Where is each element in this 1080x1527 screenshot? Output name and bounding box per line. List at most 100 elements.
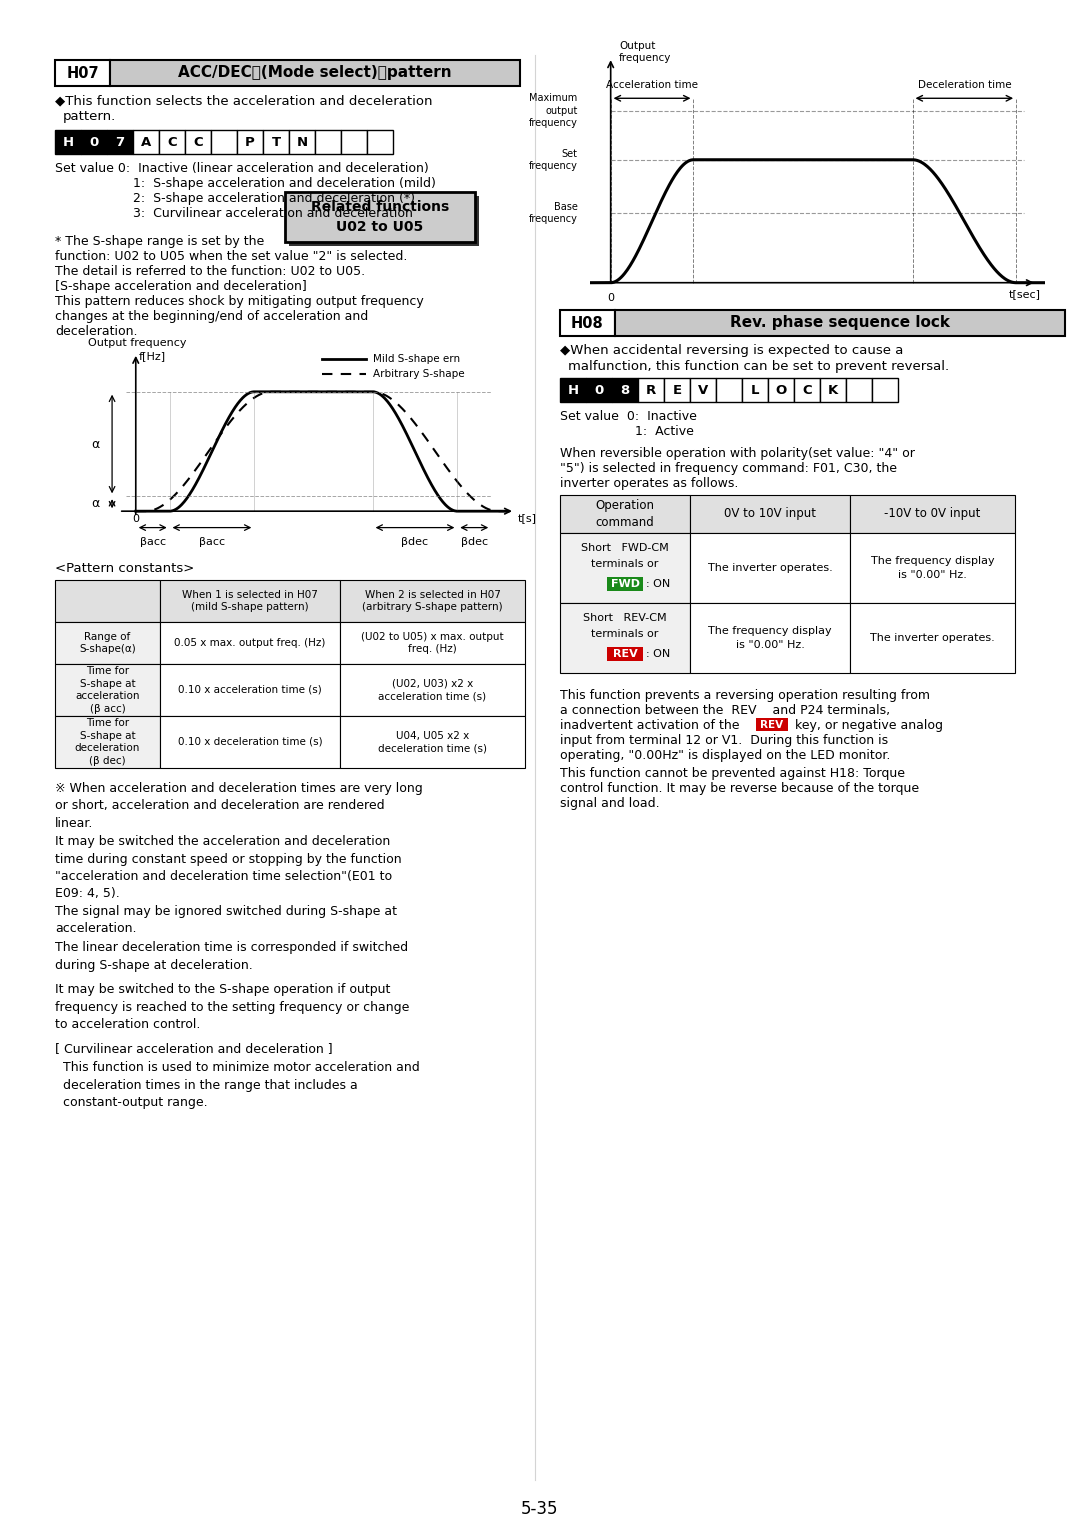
Bar: [315, 130, 341, 154]
Text: Set value  0:  Inactive: Set value 0: Inactive: [561, 411, 697, 423]
Bar: [561, 603, 690, 673]
Bar: [264, 130, 289, 154]
Bar: [607, 647, 643, 661]
Text: Short   REV-CM: Short REV-CM: [583, 612, 666, 623]
Text: Output
frequency: Output frequency: [619, 41, 672, 63]
Bar: [794, 379, 820, 402]
Text: Range of
S-shape(α): Range of S-shape(α): [79, 632, 136, 654]
Text: A: A: [140, 136, 151, 148]
Bar: [561, 495, 690, 533]
Text: The inverter operates.: The inverter operates.: [707, 563, 833, 573]
Bar: [81, 130, 107, 154]
Text: control function. It may be reverse because of the torque: control function. It may be reverse beca…: [561, 782, 919, 796]
Text: H: H: [567, 383, 579, 397]
Text: 0.10 x acceleration time (s): 0.10 x acceleration time (s): [178, 686, 322, 695]
Text: : ON: : ON: [646, 579, 671, 589]
Bar: [160, 580, 340, 621]
Text: pattern.: pattern.: [63, 110, 117, 124]
Bar: [690, 603, 850, 673]
Text: Set value 0:  Inactive (linear acceleration and deceleration): Set value 0: Inactive (linear accelerati…: [55, 162, 429, 176]
Bar: [289, 195, 480, 246]
Text: 0V to 10V input: 0V to 10V input: [724, 507, 816, 521]
Bar: [185, 130, 211, 154]
Bar: [768, 379, 794, 402]
Bar: [211, 130, 237, 154]
Text: O: O: [775, 383, 786, 397]
Text: ◆When accidental reversing is expected to cause a: ◆When accidental reversing is expected t…: [561, 344, 903, 357]
Text: malfunction, this function can be set to prevent reversal.: malfunction, this function can be set to…: [568, 360, 949, 373]
Text: E: E: [673, 383, 681, 397]
Text: 1:  S-shape acceleration and deceleration (mild): 1: S-shape acceleration and deceleration…: [133, 177, 436, 189]
Text: 0: 0: [607, 293, 615, 302]
Bar: [285, 192, 475, 241]
Text: inverter operates as follows.: inverter operates as follows.: [561, 476, 739, 490]
Text: The frequency display
is "0.00" Hz.: The frequency display is "0.00" Hz.: [708, 626, 832, 649]
Text: This function is used to minimize motor acceleration and
  deceleration times in: This function is used to minimize motor …: [55, 1061, 420, 1109]
Text: It may be switched to the S-shape operation if output
frequency is reached to th: It may be switched to the S-shape operat…: [55, 983, 409, 1031]
Bar: [716, 379, 742, 402]
Text: input from terminal 12 or V1.  During this function is: input from terminal 12 or V1. During thi…: [561, 734, 888, 747]
Text: 3:  Curvilinear acceleration and deceleration: 3: Curvilinear acceleration and decelera…: [133, 208, 413, 220]
Bar: [612, 379, 638, 402]
Text: When 2 is selected in H07
(arbitrary S-shape pattern): When 2 is selected in H07 (arbitrary S-s…: [362, 589, 503, 612]
Bar: [110, 60, 519, 86]
Text: This pattern reduces shock by mitigating output frequency: This pattern reduces shock by mitigating…: [55, 295, 423, 308]
Text: * The S-shape range is set by the: * The S-shape range is set by the: [55, 235, 265, 247]
Text: α: α: [91, 498, 99, 510]
Bar: [742, 379, 768, 402]
Text: 5-35: 5-35: [522, 1500, 558, 1518]
Text: ◆This function selects the acceleration and deceleration: ◆This function selects the acceleration …: [55, 95, 432, 107]
Text: operating, "0.00Hz" is displayed on the LED monitor.: operating, "0.00Hz" is displayed on the …: [561, 750, 890, 762]
Text: Arbitrary S-shape: Arbitrary S-shape: [373, 370, 464, 379]
Text: βdec: βdec: [402, 536, 429, 547]
Bar: [690, 379, 716, 402]
Text: This function cannot be prevented against H18: Torque: This function cannot be prevented agains…: [561, 767, 905, 780]
Bar: [690, 533, 850, 603]
Text: This function prevents a reversing operation resulting from: This function prevents a reversing opera…: [561, 689, 930, 702]
Text: Operation
command: Operation command: [595, 499, 654, 528]
Text: α: α: [91, 438, 99, 450]
Text: 0: 0: [90, 136, 98, 148]
Text: 2:  S-shape acceleration and deceleration (*): 2: S-shape acceleration and deceleration…: [133, 192, 415, 205]
Text: L: L: [751, 383, 759, 397]
Text: key, or negative analog: key, or negative analog: [791, 719, 943, 731]
Bar: [340, 580, 525, 621]
Bar: [820, 379, 846, 402]
Text: function: U02 to U05 when the set value "2" is selected.: function: U02 to U05 when the set value …: [55, 250, 407, 263]
Text: P: P: [245, 136, 255, 148]
Text: : ON: : ON: [646, 649, 671, 660]
Bar: [872, 379, 897, 402]
Text: K: K: [828, 383, 838, 397]
Bar: [55, 621, 160, 664]
Bar: [55, 60, 110, 86]
Text: When reversible operation with polarity(set value: "4" or: When reversible operation with polarity(…: [561, 447, 915, 460]
Text: Related functions
U02 to U05: Related functions U02 to U05: [311, 200, 449, 234]
Text: 0.05 x max. output freq. (Hz): 0.05 x max. output freq. (Hz): [174, 638, 326, 647]
Text: 0: 0: [594, 383, 604, 397]
Bar: [160, 664, 340, 716]
Text: The linear deceleration time is corresponded if switched
during S-shape at decel: The linear deceleration time is correspo…: [55, 941, 408, 971]
Bar: [237, 130, 264, 154]
Text: H08: H08: [571, 316, 604, 330]
Text: βdec: βdec: [461, 536, 488, 547]
Bar: [55, 580, 160, 621]
Text: "5") is selected in frequency command: F01, C30, the: "5") is selected in frequency command: F…: [561, 463, 897, 475]
Bar: [367, 130, 393, 154]
Bar: [586, 379, 612, 402]
Text: [S-shape acceleration and deceleration]: [S-shape acceleration and deceleration]: [55, 279, 307, 293]
Text: deceleration.: deceleration.: [55, 325, 137, 337]
Text: t[s]: t[s]: [518, 513, 537, 524]
Text: T: T: [271, 136, 281, 148]
Text: Short   FWD-CM: Short FWD-CM: [581, 544, 669, 553]
Text: <Pattern constants>: <Pattern constants>: [55, 562, 194, 576]
Text: FWD: FWD: [610, 579, 639, 589]
Text: The signal may be ignored switched during S-shape at
acceleration.: The signal may be ignored switched durin…: [55, 906, 397, 936]
Text: C: C: [193, 136, 203, 148]
Text: terminals or: terminals or: [592, 559, 659, 570]
Text: inadvertent activation of the: inadvertent activation of the: [561, 719, 743, 731]
Text: (U02 to U05) x max. output
freq. (Hz): (U02 to U05) x max. output freq. (Hz): [361, 632, 503, 654]
Bar: [850, 495, 1015, 533]
Text: H: H: [63, 136, 73, 148]
Bar: [160, 621, 340, 664]
Bar: [615, 310, 1065, 336]
